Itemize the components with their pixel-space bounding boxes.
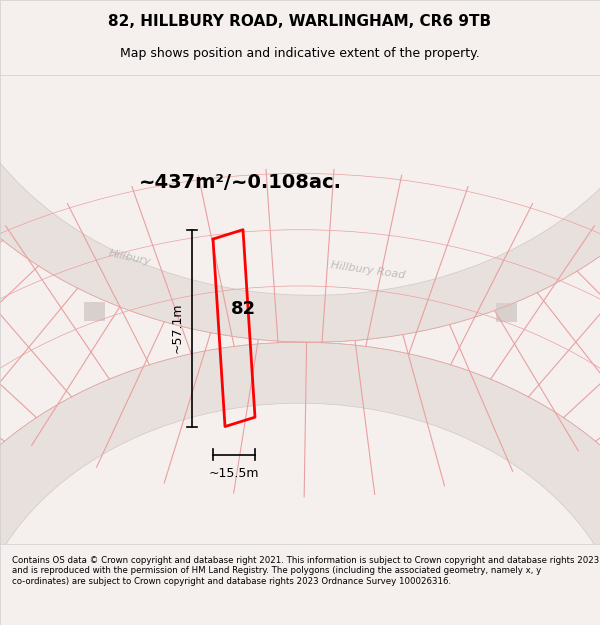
Polygon shape — [0, 30, 600, 342]
Text: Map shows position and indicative extent of the property.: Map shows position and indicative extent… — [120, 48, 480, 61]
Text: 82: 82 — [230, 301, 256, 318]
Text: ~15.5m: ~15.5m — [209, 467, 259, 480]
Text: 82, HILLBURY ROAD, WARLINGHAM, CR6 9TB: 82, HILLBURY ROAD, WARLINGHAM, CR6 9TB — [109, 14, 491, 29]
Text: ~437m²/~0.108ac.: ~437m²/~0.108ac. — [139, 173, 341, 192]
Text: Hillbury Road: Hillbury Road — [330, 261, 406, 281]
Bar — [84, 302, 105, 321]
Polygon shape — [0, 342, 600, 572]
Bar — [496, 302, 517, 321]
Text: ~57.1m: ~57.1m — [170, 303, 184, 353]
Text: Hillbury: Hillbury — [108, 248, 152, 267]
Text: Contains OS data © Crown copyright and database right 2021. This information is : Contains OS data © Crown copyright and d… — [12, 556, 599, 586]
